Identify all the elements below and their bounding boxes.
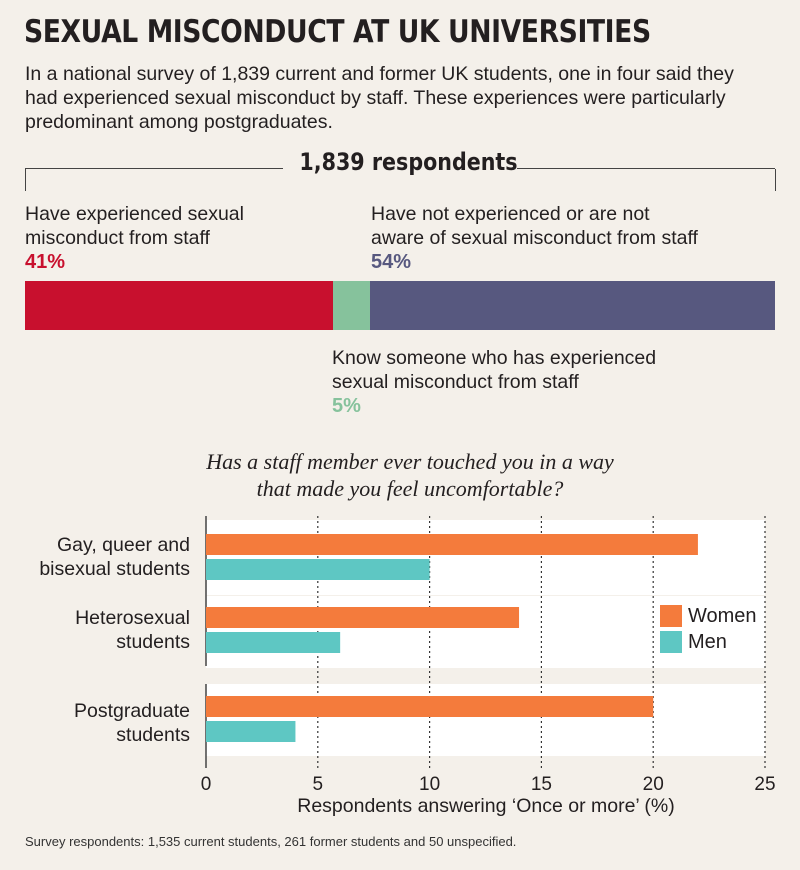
x-tick-label-10: 10 — [419, 774, 440, 795]
respondents-bracket — [25, 169, 776, 191]
bar-segment-know-someone — [332, 281, 370, 330]
not-experienced-line2: aware of sexual misconduct from staff — [371, 227, 698, 249]
x-tick-label-5: 5 — [313, 774, 324, 795]
page-title: SEXUAL MISCONDUCT AT UK UNIVERSITIES — [24, 14, 651, 50]
bar-segment-not-experienced — [370, 281, 775, 330]
not-experienced-label: Have not experienced or are not aware of… — [371, 202, 698, 274]
category-postgrad-line1: Postgraduate — [73, 700, 190, 722]
plot-band-2 — [206, 684, 765, 756]
bar-women-2 — [206, 696, 654, 717]
bar-women-1 — [206, 607, 520, 628]
category-gqb-line1: Gay, queer and — [57, 534, 190, 556]
category-hetero-line1: Heterosexual — [75, 607, 190, 629]
x-axis-label: Respondents answering ‘Once or more’ (%) — [297, 795, 675, 817]
x-tick-label-25: 25 — [754, 774, 775, 795]
legend-swatch-men — [660, 631, 682, 653]
bar-men-1 — [206, 632, 341, 653]
experienced-line1: Have experienced sexual — [25, 203, 244, 225]
category-label-gqb: Gay, queer and bisexual students — [39, 533, 190, 581]
experienced-pct: 41% — [25, 251, 66, 273]
breakdown-bar — [25, 281, 775, 330]
chart-title: Has a staff member ever touched you in a… — [100, 448, 720, 502]
plot-band-0 — [206, 520, 765, 595]
footnote: Survey respondents: 1,535 current studen… — [25, 834, 517, 849]
not-experienced-line1: Have not experienced or are not — [371, 203, 650, 225]
chart-legend: Women Men — [660, 603, 757, 655]
respondents-line-right — [517, 168, 775, 169]
chart-title-line1: Has a staff member ever touched you in a… — [206, 449, 614, 474]
respondents-label: 1,839 respondents — [299, 148, 518, 176]
bar-men-0 — [206, 559, 430, 580]
experienced-line2: misconduct from staff — [25, 227, 210, 249]
bar-men-2 — [206, 721, 296, 742]
chart-title-line2: that made you feel uncomfortable? — [256, 476, 564, 501]
category-hetero-line2: students — [116, 631, 190, 653]
legend-swatch-women — [660, 605, 682, 627]
experienced-label: Have experienced sexual misconduct from … — [25, 202, 244, 274]
x-tick-label-0: 0 — [201, 774, 212, 795]
category-label-hetero: Heterosexual students — [75, 606, 190, 654]
know-someone-line1: Know someone who has experienced — [332, 347, 657, 369]
legend-label-men: Men — [688, 630, 727, 653]
x-tick-label-15: 15 — [531, 774, 552, 795]
bar-women-0 — [206, 534, 698, 555]
subtitle: In a national survey of 1,839 current an… — [25, 63, 734, 133]
legend-label-women: Women — [688, 604, 757, 627]
respondents-line-left — [25, 168, 283, 169]
know-someone-label: Know someone who has experienced sexual … — [332, 346, 656, 418]
legend-item-women: Women — [660, 603, 757, 629]
category-label-postgrad: Postgraduate students — [74, 699, 190, 747]
know-someone-pct: 5% — [332, 395, 361, 417]
not-experienced-pct: 54% — [371, 251, 412, 273]
legend-item-men: Men — [660, 629, 757, 655]
category-postgrad-line2: students — [116, 724, 190, 746]
category-gqb-line2: bisexual students — [39, 558, 190, 580]
know-someone-line2: sexual misconduct from staff — [332, 371, 579, 393]
bar-segment-experienced — [25, 281, 333, 330]
x-tick-label-20: 20 — [643, 774, 664, 795]
